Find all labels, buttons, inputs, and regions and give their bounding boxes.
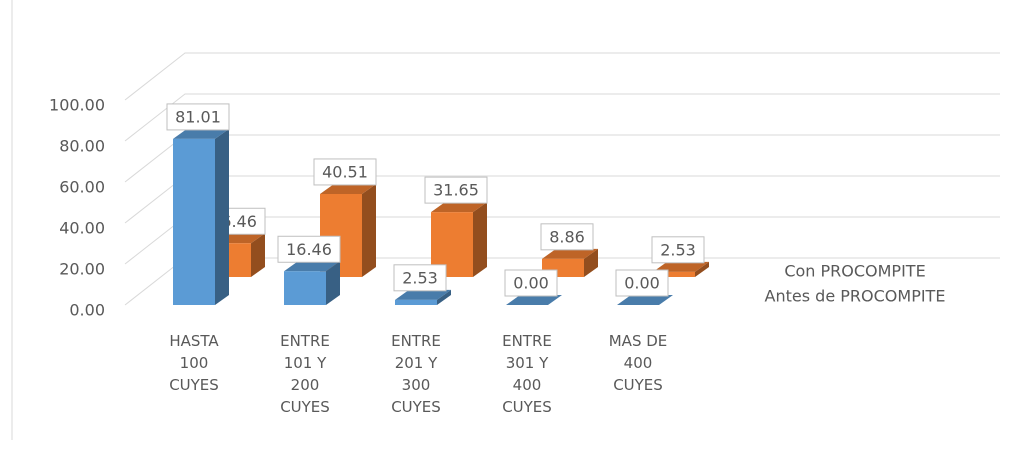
x-tick-label: HASTA 100 CUYES xyxy=(169,332,219,394)
y-tick-label: 100.00 xyxy=(49,96,105,115)
data-label: 8.86 xyxy=(549,227,585,246)
bar-face xyxy=(431,202,487,213)
grid-line xyxy=(124,52,1000,101)
data-label: 81.01 xyxy=(175,107,221,126)
x-tick-label: MAS DE 400 CUYES xyxy=(608,332,668,394)
data-label-box xyxy=(504,269,558,297)
grid-line xyxy=(124,134,1000,183)
data-label: 0.00 xyxy=(624,274,660,293)
bar-face xyxy=(437,289,451,305)
bar-face xyxy=(584,248,598,277)
bar-face xyxy=(473,202,487,277)
data-label-box xyxy=(393,264,447,292)
data-label-box xyxy=(615,269,669,297)
bar-face xyxy=(395,289,451,300)
bar-face xyxy=(173,138,215,305)
bar-face xyxy=(542,248,598,259)
bar xyxy=(395,289,451,305)
data-label-box xyxy=(540,223,594,251)
bar-face xyxy=(326,261,340,305)
data-label: 2.53 xyxy=(660,240,696,259)
x-tick-label: ENTRE 101 Y 200 CUYES xyxy=(280,332,330,416)
y-tick-label: 80.00 xyxy=(59,137,105,156)
bar xyxy=(173,128,229,305)
data-label-box xyxy=(424,176,488,204)
data-label-box xyxy=(277,235,341,263)
data-label: 31.65 xyxy=(433,181,479,200)
bar-face xyxy=(431,212,473,277)
data-label: 16.46 xyxy=(286,240,332,259)
data-label: 40.51 xyxy=(322,162,368,181)
bar-face xyxy=(284,261,340,272)
bar xyxy=(617,295,673,305)
bar xyxy=(284,261,340,305)
bar-face xyxy=(320,183,376,194)
y-tick-label: 20.00 xyxy=(59,260,105,279)
data-label: 0.00 xyxy=(513,274,549,293)
legend-entry: Con PROCOMPITE xyxy=(784,262,925,281)
bar-face xyxy=(617,295,673,305)
bar-face xyxy=(395,299,437,305)
data-label-box xyxy=(166,103,230,131)
data-label-box xyxy=(313,158,377,186)
bar-face xyxy=(653,261,709,272)
data-label-box xyxy=(651,236,705,264)
bar-face xyxy=(695,261,709,277)
x-tick-label: ENTRE 301 Y 400 CUYES xyxy=(502,332,552,416)
grid-line xyxy=(124,93,1000,142)
bar-face xyxy=(506,295,562,305)
bar-face xyxy=(362,183,376,277)
bar xyxy=(506,295,562,305)
bar-face xyxy=(215,128,229,305)
bar-face xyxy=(251,233,265,277)
data-label: 2.53 xyxy=(402,268,438,287)
y-tick-label: 0.00 xyxy=(69,301,105,320)
x-tick-label: ENTRE 201 Y 300 CUYES xyxy=(391,332,441,416)
bar-face xyxy=(284,271,326,305)
bar xyxy=(431,202,487,277)
bar-face xyxy=(173,128,229,139)
y-tick-label: 40.00 xyxy=(59,219,105,238)
legend-entry: Antes de PROCOMPITE xyxy=(765,287,946,306)
y-tick-label: 60.00 xyxy=(59,178,105,197)
